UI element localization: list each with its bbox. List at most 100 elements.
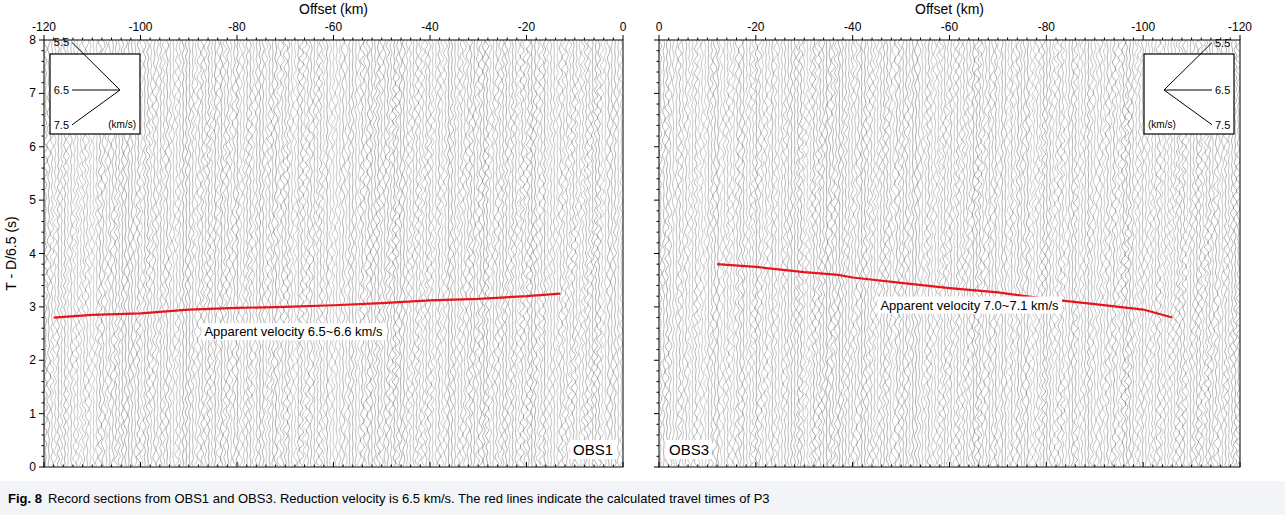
x-minor-tick bbox=[1026, 465, 1027, 468]
seismic-trace bbox=[966, 40, 969, 466]
seismic-trace bbox=[152, 40, 156, 466]
x-minor-tick bbox=[1172, 38, 1173, 41]
seismic-trace bbox=[994, 40, 997, 466]
y-minor-tick bbox=[42, 456, 45, 457]
seismic-trace bbox=[610, 40, 613, 466]
x-minor-tick bbox=[536, 465, 537, 468]
x-minor-tick bbox=[1181, 465, 1182, 468]
seismic-trace bbox=[1068, 40, 1070, 466]
x-minor-tick bbox=[323, 465, 324, 468]
x-minor-tick bbox=[1036, 38, 1037, 41]
y-tick bbox=[39, 200, 44, 201]
seismic-trace bbox=[620, 40, 623, 466]
y-minor-tick bbox=[42, 125, 45, 126]
x-minor-tick bbox=[1056, 465, 1057, 468]
seismic-trace bbox=[676, 40, 678, 466]
x-minor-tick bbox=[555, 465, 556, 468]
seismic-trace bbox=[742, 40, 745, 466]
seismic-trace bbox=[408, 40, 413, 466]
seismic-trace bbox=[933, 40, 937, 466]
x-minor-tick bbox=[227, 38, 228, 41]
y-minor-tick bbox=[42, 445, 45, 446]
x-minor-tick bbox=[910, 38, 911, 41]
seismic-trace bbox=[251, 40, 256, 466]
x-minor-tick bbox=[881, 465, 882, 468]
x-tick-bottom bbox=[237, 462, 238, 467]
x-minor-tick bbox=[968, 38, 969, 41]
x-minor-tick bbox=[1007, 38, 1008, 41]
seismic-trace bbox=[1064, 40, 1069, 466]
seismic-trace bbox=[879, 40, 882, 466]
x-minor-tick bbox=[1133, 38, 1134, 41]
x-minor-tick bbox=[458, 38, 459, 41]
seismic-trace bbox=[988, 40, 990, 466]
seismic-trace bbox=[1032, 40, 1036, 466]
x-minor-tick bbox=[420, 465, 421, 468]
seismic-trace bbox=[904, 40, 909, 466]
y-minor-tick bbox=[42, 381, 45, 382]
x-minor-tick bbox=[101, 465, 102, 468]
seismic-trace bbox=[418, 40, 423, 466]
seismic-texture bbox=[659, 40, 1240, 466]
x-minor-tick bbox=[726, 38, 727, 41]
x-minor-tick bbox=[1191, 465, 1192, 468]
seismic-trace bbox=[143, 40, 146, 466]
seismic-trace bbox=[482, 40, 485, 466]
seismic-trace bbox=[492, 40, 495, 466]
seismic-trace bbox=[216, 40, 222, 466]
x-axis-title: Offset (km) bbox=[915, 1, 984, 17]
x-minor-tick bbox=[881, 38, 882, 41]
x-minor-tick bbox=[765, 465, 766, 468]
seismic-trace bbox=[536, 40, 541, 466]
x-minor-tick bbox=[555, 38, 556, 41]
seismic-trace bbox=[1049, 40, 1052, 466]
x-minor-tick bbox=[1056, 38, 1057, 41]
seismic-trace bbox=[1029, 40, 1034, 466]
x-minor-tick bbox=[565, 465, 566, 468]
y-tick bbox=[654, 360, 659, 361]
x-minor-tick bbox=[497, 38, 498, 41]
x-minor-tick bbox=[1220, 465, 1221, 468]
seismic-trace bbox=[927, 40, 931, 466]
y-minor-tick bbox=[657, 232, 660, 233]
seismic-trace bbox=[678, 40, 682, 466]
seismic-trace bbox=[539, 40, 545, 466]
x-minor-tick bbox=[439, 465, 440, 468]
x-minor-tick bbox=[1065, 38, 1066, 41]
x-tick-label: 0 bbox=[656, 20, 663, 34]
x-minor-tick bbox=[823, 465, 824, 468]
seismic-trace bbox=[1038, 40, 1042, 466]
seismic-trace bbox=[274, 40, 279, 466]
x-minor-tick bbox=[603, 465, 604, 468]
x-tick-label: -20 bbox=[518, 20, 536, 34]
y-tick-label: 4 bbox=[29, 247, 36, 261]
seismic-trace bbox=[1080, 40, 1084, 466]
fan-label: 7.5 bbox=[54, 119, 69, 131]
y-minor-tick bbox=[657, 136, 660, 137]
x-minor-tick bbox=[1094, 465, 1095, 468]
seismic-trace bbox=[834, 40, 838, 466]
seismic-trace bbox=[498, 40, 502, 466]
seismic-trace bbox=[914, 40, 917, 466]
y-minor-tick bbox=[657, 178, 660, 179]
x-tick-bottom bbox=[1143, 462, 1144, 467]
y-minor-tick bbox=[42, 370, 45, 371]
x-tick bbox=[333, 35, 334, 40]
y-minor-tick bbox=[657, 157, 660, 158]
seismic-trace bbox=[613, 40, 616, 466]
x-minor-tick bbox=[1104, 465, 1105, 468]
x-minor-tick bbox=[188, 38, 189, 41]
seismic-trace bbox=[1035, 40, 1039, 466]
x-minor-tick bbox=[53, 465, 54, 468]
y-tick bbox=[654, 40, 659, 41]
x-minor-tick bbox=[130, 38, 131, 41]
x-minor-tick bbox=[1075, 465, 1076, 468]
y-minor-tick bbox=[657, 370, 660, 371]
seismic-trace bbox=[950, 40, 953, 466]
y-minor-tick bbox=[42, 338, 45, 339]
seismic-trace bbox=[781, 40, 783, 466]
x-minor-tick bbox=[804, 465, 805, 468]
y-minor-tick bbox=[42, 168, 45, 169]
x-minor-tick bbox=[208, 465, 209, 468]
x-minor-tick bbox=[516, 38, 517, 41]
